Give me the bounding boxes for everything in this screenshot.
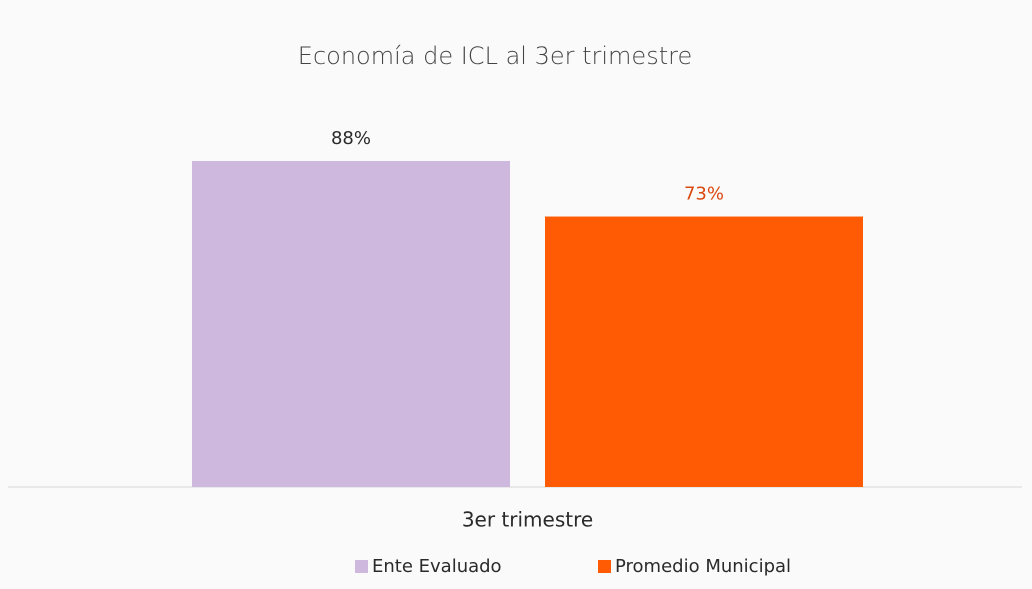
value-label: 73% bbox=[684, 184, 724, 205]
chart-title: Economía de ICL al 3er trimestre bbox=[298, 42, 692, 70]
legend-label: Ente Evaluado bbox=[372, 556, 502, 577]
bar bbox=[192, 160, 510, 487]
bar bbox=[545, 216, 863, 487]
legend-swatch bbox=[355, 560, 368, 573]
x-tick-label: 3er trimestre bbox=[462, 508, 593, 532]
legend-label: Promedio Municipal bbox=[615, 556, 791, 577]
value-label: 88% bbox=[331, 128, 371, 149]
legend-swatch bbox=[598, 560, 611, 573]
